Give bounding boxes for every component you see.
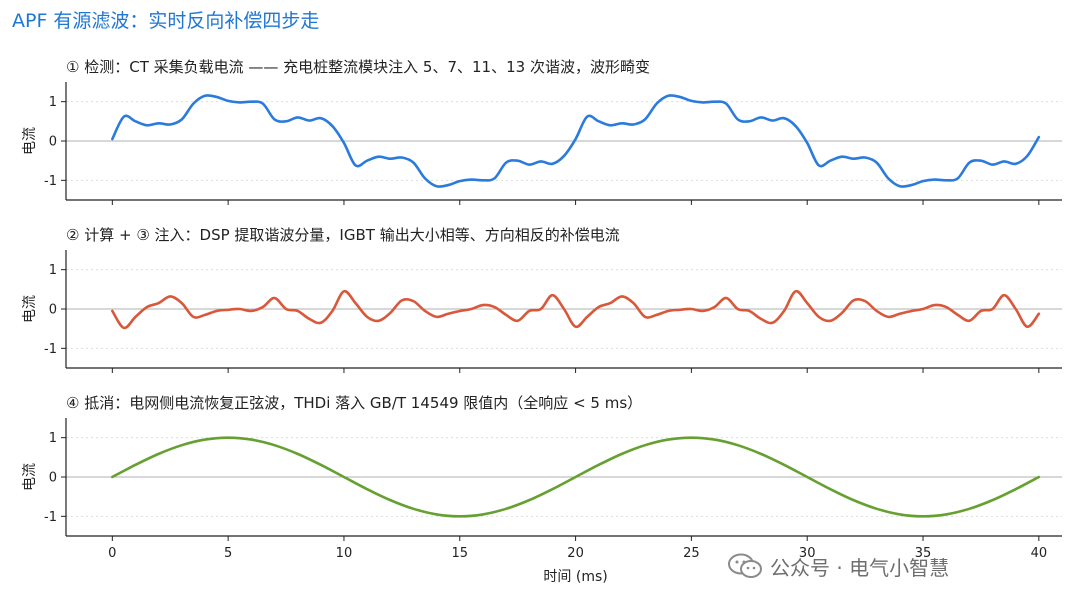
x-tick-label: 25 [683,546,700,561]
watermark-text: 公众号 · 电气小智慧 [770,555,950,580]
panel-title-1: ① 检测：CT 采集负载电流 —— 充电桩整流模块注入 5、7、11、13 次谐… [66,58,650,76]
y-tick-label: 1 [49,431,57,446]
page-title: APF 有源滤波：实时反向补偿四步走 [12,10,320,32]
panel-title-3: ④ 抵消：电网侧电流恢复正弦波，THDi 落入 GB/T 14549 限值内（全… [66,394,642,412]
series-line-2 [111,289,1041,330]
series-line-3 [111,436,1041,518]
x-tick-label: 40 [1031,546,1048,561]
x-tick-label: 35 [915,546,932,561]
x-axis-label: 时间 (ms) [543,569,607,585]
series-line-1 [111,94,1041,188]
y-tick-label: 0 [49,303,57,318]
wechat-icon [728,553,762,578]
x-tick-label: 10 [336,546,353,561]
x-tick-label: 30 [799,546,816,561]
watermark: 公众号 · 电气小智慧 [728,548,949,584]
y-tick-label: -1 [44,342,57,357]
y-axis-label: 电流 [22,127,38,155]
y-axis-label: 电流 [22,295,38,323]
y-tick-label: 1 [49,95,57,110]
y-tick-label: 0 [49,471,57,486]
panel-title-2: ② 计算 + ③ 注入：DSP 提取谐波分量，IGBT 输出大小相等、方向相反的… [66,226,620,244]
x-tick-label: 15 [451,546,468,561]
x-tick-label: 5 [224,546,232,561]
x-tick-label: 20 [567,546,584,561]
y-tick-label: 0 [49,135,57,150]
y-tick-label: -1 [44,510,57,525]
y-tick-label: -1 [44,174,57,189]
y-axis-label: 电流 [22,463,38,491]
y-tick-label: 1 [49,263,57,278]
x-tick-label: 0 [108,546,116,561]
